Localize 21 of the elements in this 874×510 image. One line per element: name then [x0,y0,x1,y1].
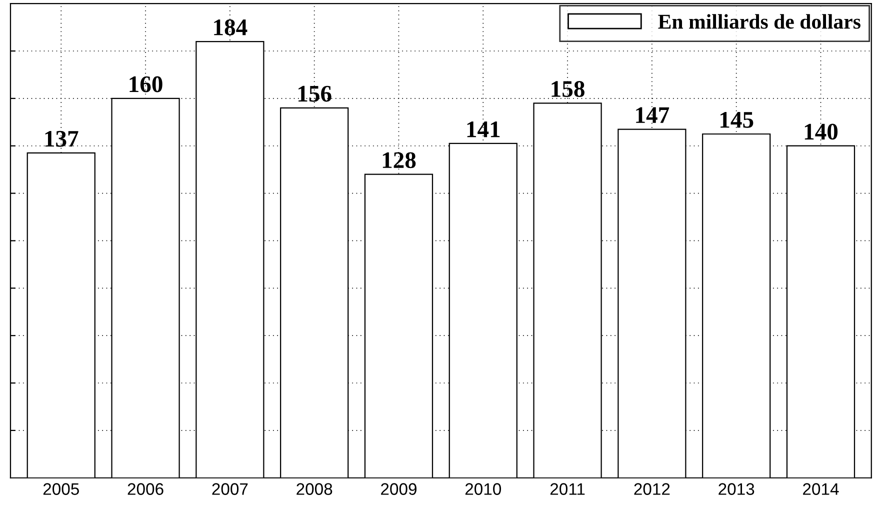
x-tick-label: 2012 [634,483,670,495]
data-label: 156 [298,86,332,102]
data-label: 158 [552,81,584,97]
data-label: 140 [804,124,838,140]
data-label: 160 [130,76,162,92]
x-tick-label: 2010 [465,483,502,495]
legend-label: En milliards de dollars [658,14,860,29]
data-label: 145 [720,112,754,128]
data-label: 141 [467,121,500,138]
data-label: 137 [45,130,78,147]
data-label: 147 [636,107,670,123]
x-tick-label: 2014 [803,483,839,495]
data-label: 184 [214,19,248,36]
x-tick-label: 2013 [718,483,754,495]
x-tick-label: 2007 [212,483,248,495]
x-tick-label: 2006 [128,483,164,495]
x-tick-label: 2009 [381,483,416,495]
x-tick-label: 2011 [550,483,585,495]
x-tick-label: 2008 [296,483,332,495]
data-label: 128 [382,152,416,168]
x-tick-label: 2005 [43,483,79,495]
